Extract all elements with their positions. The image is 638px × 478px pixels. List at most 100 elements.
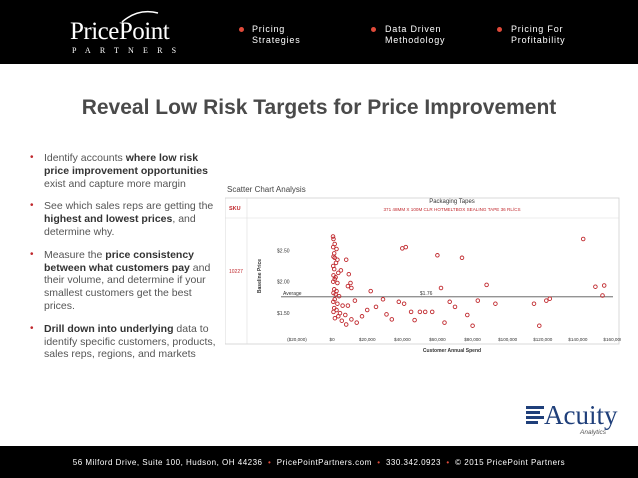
y-tick-label: $2.00 [277, 280, 290, 286]
scatter-point[interactable] [359, 314, 365, 319]
scatter-point[interactable] [349, 285, 354, 291]
scatter-point[interactable] [484, 282, 489, 288]
scatter-point[interactable] [435, 253, 440, 258]
x-tick-label: ($20,000) [287, 337, 307, 342]
scatter-point[interactable] [354, 320, 359, 325]
scatter-point[interactable] [537, 323, 542, 328]
nav-line1: Pricing For [511, 24, 564, 34]
chart-title: Packaging Tapes [429, 199, 475, 205]
scatter-point[interactable] [331, 254, 336, 259]
scatter-point[interactable] [343, 322, 349, 327]
scatter-point[interactable] [340, 303, 345, 308]
scatter-point[interactable] [412, 317, 417, 323]
y-tick-label: $1.50 [277, 311, 290, 317]
scatter-point[interactable] [373, 304, 379, 310]
scatter-point[interactable] [544, 298, 549, 303]
scatter-point[interactable] [335, 301, 340, 306]
scatter-point[interactable] [331, 299, 336, 305]
scatter-point[interactable] [331, 309, 336, 315]
scatter-point[interactable] [345, 303, 351, 308]
footer-phone: 330.342.0923 [385, 458, 441, 467]
x-tick-label: $100,000 [498, 337, 518, 342]
scatter-point[interactable] [331, 266, 337, 272]
scatter-point[interactable] [345, 283, 351, 289]
scatter-point[interactable] [493, 301, 498, 306]
scatter-point[interactable] [380, 297, 386, 302]
scatter-point[interactable] [429, 309, 435, 315]
nav-line2: Profitability [511, 35, 566, 45]
scatter-point[interactable] [330, 244, 336, 250]
scatter-point[interactable] [336, 314, 341, 319]
scatter-point[interactable] [346, 271, 352, 277]
scatter-chart: Scatter Chart Analysis SKU 10227 Packagi… [224, 185, 623, 354]
nav-bullet-icon [497, 27, 502, 32]
chart-frame [224, 197, 620, 345]
bullet-bold-text: Drill down into underlying [44, 322, 174, 335]
scatter-point[interactable] [349, 317, 354, 322]
x-tick-label: $140,000 [568, 337, 588, 342]
x-tick-label: $160,000 [603, 337, 621, 342]
scatter-point[interactable] [384, 312, 389, 317]
acuity-bars-icon [526, 406, 544, 424]
scatter-point[interactable] [531, 301, 537, 306]
scatter-point[interactable] [348, 280, 353, 286]
scatter-point[interactable] [330, 234, 336, 239]
scatter-point[interactable] [408, 309, 414, 315]
scatter-point[interactable] [331, 236, 336, 242]
scatter-point[interactable] [343, 312, 348, 318]
scatter-point[interactable] [470, 323, 475, 328]
scatter-point[interactable] [330, 279, 336, 284]
acuity-brand-name: Acuity [544, 400, 618, 430]
scatter-point[interactable] [600, 293, 605, 298]
logo-main[interactable]: PricePoint [70, 18, 170, 45]
acuity-logo[interactable]: Acuity Analytics [522, 400, 628, 440]
scatter-point[interactable] [336, 293, 342, 299]
scatter-point[interactable] [343, 257, 349, 262]
scatter-point[interactable] [401, 301, 407, 306]
scatter-point[interactable] [389, 317, 395, 322]
scatter-point[interactable] [368, 288, 373, 294]
nav-item-data-driven-methodology[interactable]: Data Driven Methodology [385, 24, 445, 46]
logo-sub: PARTNERS [72, 46, 186, 55]
scatter-point[interactable] [396, 299, 402, 305]
scatter-point[interactable] [465, 312, 470, 318]
nav-item-pricing-strategies[interactable]: Pricing Strategies [252, 24, 301, 46]
scatter-point[interactable] [442, 320, 447, 325]
footer-website-link[interactable]: PricePointPartners.com [276, 458, 372, 467]
scatter-point[interactable] [475, 298, 481, 303]
sku-label: SKU [229, 206, 241, 212]
scatter-point[interactable] [333, 292, 338, 297]
scatter-point[interactable] [593, 284, 598, 289]
bullet-text: Measure the [44, 248, 106, 261]
nav-item-pricing-for-profitability[interactable]: Pricing For Profitability [511, 24, 565, 46]
scatter-point[interactable] [459, 255, 465, 261]
scatter-point[interactable] [438, 285, 444, 291]
scatter-point[interactable] [338, 268, 344, 273]
scatter-point[interactable] [452, 304, 458, 310]
scatter-point[interactable] [580, 236, 586, 242]
scatter-point[interactable] [417, 309, 423, 315]
scatter-point[interactable] [334, 246, 339, 252]
average-label: Average [283, 291, 302, 297]
scatter-point[interactable] [447, 299, 452, 305]
scatter-point[interactable] [332, 315, 338, 321]
scatter-point[interactable] [403, 244, 409, 250]
footer-separator-icon: • [443, 458, 453, 467]
scatter-chart-panel: Scatter Chart Analysis SKU 10227 Packagi… [224, 184, 623, 356]
sku-value: 10227 [229, 269, 243, 275]
scatter-point[interactable] [339, 318, 345, 323]
scatter-point[interactable] [333, 260, 339, 266]
bullet-dot-icon: • [30, 322, 34, 334]
nav-bullet-icon [239, 27, 244, 32]
scatter-point[interactable] [601, 283, 607, 288]
scatter-point[interactable] [336, 270, 341, 276]
bullet-bold-text: price consistency between what customers… [44, 248, 195, 274]
scatter-point[interactable] [335, 280, 340, 286]
scatter-point[interactable] [364, 307, 370, 313]
page-title: Reveal Low Risk Targets for Price Improv… [81, 96, 557, 119]
bullet-text: and their volume, and determine if your … [44, 261, 211, 312]
scatter-point[interactable] [422, 309, 428, 315]
x-tick-label: $0 [330, 337, 336, 342]
scatter-point[interactable] [352, 298, 358, 303]
scatter-point[interactable] [547, 296, 553, 301]
